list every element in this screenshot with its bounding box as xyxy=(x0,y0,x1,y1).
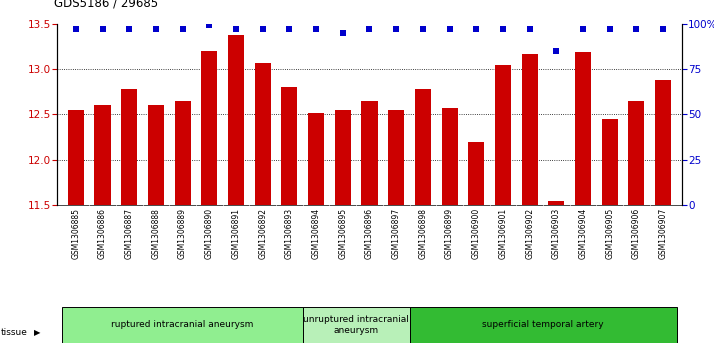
Bar xyxy=(228,36,244,205)
Bar xyxy=(548,200,564,205)
Point xyxy=(177,26,188,32)
Text: unruptured intracranial
aneurysm: unruptured intracranial aneurysm xyxy=(303,315,409,335)
Text: GSM1306907: GSM1306907 xyxy=(659,208,668,259)
Bar xyxy=(441,108,458,205)
Text: GSM1306905: GSM1306905 xyxy=(605,208,614,259)
Bar xyxy=(410,307,677,343)
Text: superficial temporal artery: superficial temporal artery xyxy=(482,321,604,329)
Text: GSM1306893: GSM1306893 xyxy=(285,208,294,259)
Point xyxy=(150,26,161,32)
Point xyxy=(604,26,615,32)
Point xyxy=(471,26,482,32)
Bar xyxy=(303,307,410,343)
Bar xyxy=(655,80,671,205)
Bar xyxy=(201,51,217,205)
Text: GSM1306901: GSM1306901 xyxy=(498,208,508,259)
Text: GSM1306894: GSM1306894 xyxy=(311,208,321,259)
Text: GSM1306900: GSM1306900 xyxy=(472,208,481,259)
Point xyxy=(391,26,402,32)
Text: GSM1306902: GSM1306902 xyxy=(526,208,534,259)
Point xyxy=(497,26,508,32)
Bar xyxy=(68,110,84,205)
Bar xyxy=(495,65,511,205)
Text: ruptured intracranial aneurysm: ruptured intracranial aneurysm xyxy=(111,321,253,329)
Point xyxy=(70,26,81,32)
Text: GSM1306895: GSM1306895 xyxy=(338,208,347,259)
Text: GDS5186 / 29685: GDS5186 / 29685 xyxy=(54,0,158,9)
Point xyxy=(124,26,135,32)
Text: GSM1306888: GSM1306888 xyxy=(151,208,161,259)
Point xyxy=(283,26,295,32)
Bar xyxy=(62,307,303,343)
Point xyxy=(231,26,242,32)
Bar xyxy=(308,113,324,205)
Text: GSM1306904: GSM1306904 xyxy=(578,208,588,259)
Bar xyxy=(94,105,111,205)
Text: GSM1306890: GSM1306890 xyxy=(205,208,213,259)
Text: GSM1306889: GSM1306889 xyxy=(178,208,187,259)
Point xyxy=(203,23,215,28)
Text: GSM1306885: GSM1306885 xyxy=(71,208,80,259)
Text: GSM1306886: GSM1306886 xyxy=(98,208,107,259)
Text: tissue: tissue xyxy=(1,328,28,337)
Text: GSM1306896: GSM1306896 xyxy=(365,208,374,259)
Bar xyxy=(602,119,618,205)
Bar xyxy=(121,89,137,205)
Point xyxy=(550,48,562,54)
Point xyxy=(311,26,322,32)
Text: GSM1306906: GSM1306906 xyxy=(632,208,641,259)
Bar xyxy=(628,101,645,205)
Text: GSM1306891: GSM1306891 xyxy=(231,208,241,259)
Bar xyxy=(335,110,351,205)
Point xyxy=(363,26,376,32)
Bar xyxy=(175,101,191,205)
Text: GSM1306903: GSM1306903 xyxy=(552,208,561,259)
Point xyxy=(257,26,268,32)
Bar xyxy=(415,89,431,205)
Point xyxy=(524,26,536,32)
Text: GSM1306898: GSM1306898 xyxy=(418,208,428,259)
Point xyxy=(97,26,109,32)
Bar xyxy=(388,110,404,205)
Bar xyxy=(468,142,484,205)
Bar xyxy=(281,87,298,205)
Point xyxy=(444,26,456,32)
Point xyxy=(658,26,669,32)
Point xyxy=(578,26,589,32)
Bar xyxy=(522,54,538,205)
Point xyxy=(337,30,348,36)
Bar xyxy=(148,105,164,205)
Bar xyxy=(361,101,378,205)
Bar xyxy=(575,52,591,205)
Text: GSM1306892: GSM1306892 xyxy=(258,208,267,259)
Bar xyxy=(255,62,271,205)
Point xyxy=(417,26,428,32)
Text: ▶: ▶ xyxy=(34,328,41,337)
Text: GSM1306899: GSM1306899 xyxy=(445,208,454,259)
Text: GSM1306887: GSM1306887 xyxy=(125,208,134,259)
Text: GSM1306897: GSM1306897 xyxy=(392,208,401,259)
Point xyxy=(630,26,642,32)
